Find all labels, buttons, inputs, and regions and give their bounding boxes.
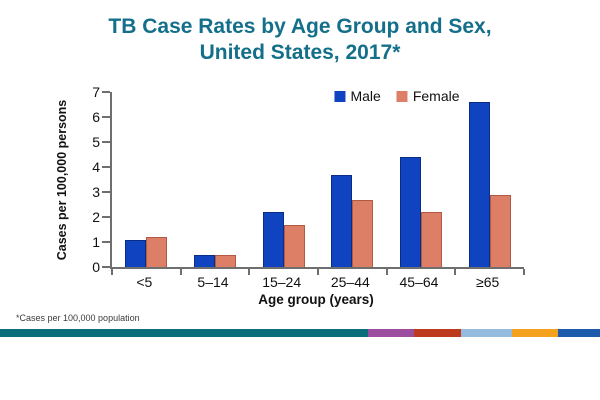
x-tick-label: 15–24 — [262, 274, 302, 290]
bar-female-2 — [283, 224, 305, 267]
stripe-segment-0 — [0, 329, 368, 337]
chart-title-line-2: United States, 2017* — [199, 41, 401, 65]
bar-male-4 — [399, 157, 421, 267]
bar-female-5 — [489, 194, 511, 267]
x-tick-mark — [248, 269, 251, 275]
bar-group-1 — [181, 254, 250, 267]
y-tick-label: 4 — [92, 159, 100, 175]
bar-group-5 — [455, 102, 524, 267]
y-tick-mark — [102, 266, 110, 268]
x-tick-mark — [179, 269, 182, 275]
legend-swatch-male — [334, 90, 346, 102]
x-tick-mark — [523, 269, 525, 275]
x-tick-label: ≥65 — [476, 274, 500, 290]
bar-group-3 — [318, 174, 387, 267]
y-tick-label: 6 — [92, 109, 100, 125]
x-tick-mark — [111, 269, 113, 275]
bar-female-4 — [420, 212, 442, 267]
x-axis-title: Age group (years) — [258, 292, 374, 307]
stripe-segment-3 — [461, 329, 512, 337]
legend-label-female: Female — [412, 88, 460, 104]
x-tick-label: <5 — [136, 274, 153, 290]
bar-male-2 — [262, 212, 284, 267]
footnote: *Cases per 100,000 population — [16, 313, 140, 323]
y-tick-mark — [102, 116, 110, 118]
y-tick-mark — [102, 141, 110, 143]
y-tick-mark — [102, 166, 110, 168]
x-tick-mark — [317, 269, 319, 275]
legend-label-male: Male — [350, 88, 381, 104]
x-tick-mark — [454, 269, 457, 275]
legend-item-female: Female — [396, 88, 460, 104]
y-tick-label: 0 — [92, 259, 100, 275]
legend: Male Female — [334, 88, 460, 104]
y-tick-label: 7 — [92, 84, 100, 100]
y-axis-title: Cases per 100,000 persons — [55, 99, 69, 261]
bar-group-4 — [387, 157, 456, 267]
legend-swatch-female — [396, 90, 408, 102]
y-tick-mark — [102, 91, 110, 93]
chart-title-line-1: TB Case Rates by Age Group and Sex, — [108, 15, 492, 38]
plot-area — [102, 91, 525, 275]
chart-title: TB Case Rates by Age Group and Sex, Unit… — [0, 14, 600, 67]
x-tick-label: 5–14 — [197, 274, 229, 290]
y-tick-mark — [102, 241, 110, 243]
bar-group-2 — [249, 212, 318, 267]
y-tick-mark — [102, 216, 110, 218]
legend-item-male: Male — [334, 88, 381, 104]
stripe-segment-4 — [512, 329, 558, 337]
x-tick-mark — [385, 269, 388, 275]
stripe-segment-5 — [558, 329, 600, 337]
bar-female-3 — [352, 199, 374, 267]
y-tick-label: 5 — [92, 134, 100, 150]
x-tick-label: 25–44 — [330, 274, 370, 290]
y-tick-label: 1 — [92, 234, 100, 250]
bar-male-1 — [193, 254, 215, 267]
bar-male-0 — [125, 239, 147, 267]
x-tick-label: 45–64 — [399, 274, 439, 290]
stripe-segment-2 — [414, 329, 461, 337]
bar-female-0 — [146, 237, 168, 267]
bar-group-0 — [112, 237, 181, 267]
y-tick-mark — [102, 191, 110, 193]
y-tick-label: 2 — [92, 209, 100, 225]
stripe-segment-1 — [368, 329, 414, 337]
y-tick-labels: 0 1 2 3 4 5 6 7 — [78, 84, 102, 275]
footer-stripe — [0, 329, 600, 337]
bar-male-5 — [468, 102, 490, 267]
bar-male-3 — [331, 174, 353, 267]
y-tick-label: 3 — [92, 184, 100, 200]
x-tick-labels: <5 5–14 15–24 25–44 45–64 ≥65 — [110, 274, 522, 290]
bar-female-1 — [214, 254, 236, 267]
